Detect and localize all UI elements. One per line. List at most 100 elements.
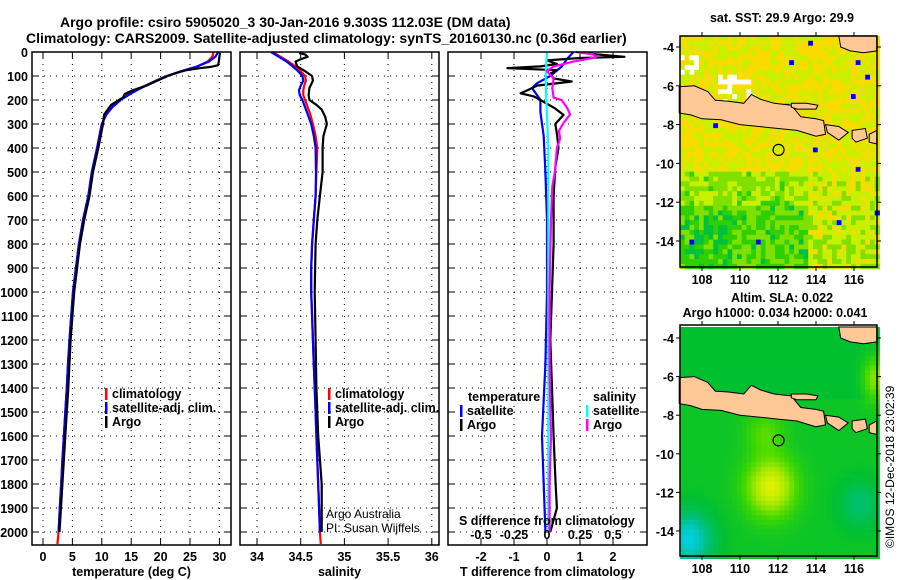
map-cell: [722, 74, 728, 80]
map-cell: [760, 500, 766, 506]
map-cell: [836, 142, 842, 148]
map-cell: [737, 442, 743, 448]
map-cell: [699, 176, 705, 182]
map-cell: [822, 544, 828, 550]
map-cell: [751, 142, 757, 148]
lon-tick-label: 112: [768, 562, 788, 576]
map-cell: [708, 476, 714, 482]
map-cell: [851, 123, 857, 129]
map-cell: [737, 515, 743, 521]
map-cell: [822, 205, 828, 211]
map-cell: [699, 191, 705, 197]
map-cell: [860, 365, 866, 371]
map-cell: [784, 244, 790, 250]
map-cell: [708, 413, 714, 419]
map-cell: [832, 360, 838, 366]
map-cell: [699, 462, 705, 468]
map-cell: [775, 229, 781, 236]
map-cell: [822, 539, 828, 545]
map-cell: [827, 341, 833, 347]
map-cell: [779, 457, 785, 463]
map-cell: [832, 544, 838, 550]
map-cell: [732, 452, 738, 458]
map-cell: [708, 548, 714, 555]
map-cell: [680, 69, 686, 76]
map-cell: [836, 123, 842, 129]
map-cell: [703, 35, 709, 42]
map-cell: [770, 152, 776, 158]
map-cell: [703, 486, 709, 492]
map-cell: [846, 171, 852, 177]
map-cell: [722, 442, 728, 448]
map-cell: [746, 548, 752, 555]
map-cell: [737, 186, 743, 192]
map-cell: [741, 244, 747, 250]
map-cell: [756, 157, 762, 163]
map-cell: [775, 40, 781, 47]
map-cell: [684, 370, 690, 376]
map-cell: [860, 510, 866, 516]
map-cell: [746, 89, 752, 95]
map-cell: [798, 249, 804, 255]
map-cell: [680, 74, 686, 80]
land-polygon: [824, 414, 850, 432]
map-cell: [756, 327, 762, 333]
map-cell: [813, 220, 819, 226]
map-cell: [817, 384, 823, 391]
map-cell: [851, 515, 857, 521]
map-cell: [713, 186, 719, 192]
map-cell: [760, 418, 766, 424]
map-cell: [836, 370, 842, 376]
map-cell: [798, 331, 804, 337]
map-cell: [846, 220, 852, 226]
map-cell: [789, 60, 795, 66]
map-cell: [732, 254, 738, 260]
map-cell: [680, 215, 686, 221]
map-cell: [708, 249, 714, 255]
map-cell: [832, 162, 838, 168]
map-cell: [732, 389, 738, 395]
map-cell: [865, 360, 871, 366]
map-cell: [684, 244, 690, 250]
map-cell: [689, 162, 695, 168]
map-cell: [775, 99, 781, 105]
map-cell: [817, 404, 823, 410]
map-cell: [836, 200, 842, 206]
map-cell: [737, 360, 743, 366]
map-cell: [789, 220, 795, 226]
map-cell: [779, 346, 785, 352]
map-cell: [798, 157, 804, 163]
map-cell: [718, 191, 724, 197]
map-cell: [779, 55, 785, 61]
map-cell: [770, 341, 776, 347]
map-cell: [832, 336, 838, 342]
map-cell: [718, 539, 724, 545]
map-cell: [699, 524, 705, 530]
map-cell: [694, 365, 700, 371]
map-cell: [680, 447, 686, 453]
map-cell: [779, 89, 785, 95]
map-cell: [680, 128, 686, 134]
map-cell: [708, 534, 714, 540]
map-cell: [737, 534, 743, 540]
map-cell: [865, 500, 871, 506]
map-cell: [784, 331, 790, 337]
map-cell: [794, 524, 800, 530]
map-cell: [794, 244, 800, 250]
map-cell: [803, 346, 809, 352]
map-cell: [860, 99, 866, 105]
map-cell: [855, 515, 861, 521]
map-cell: [775, 510, 781, 516]
legend-label: climatology: [335, 387, 405, 401]
map-cell: [737, 65, 743, 71]
map-cell: [813, 548, 819, 555]
map-cell: [827, 384, 833, 391]
map-cell: [751, 196, 757, 202]
map-cell: [827, 360, 833, 366]
map-cell: [699, 239, 705, 245]
map-cell: [760, 491, 766, 497]
map-cell: [751, 481, 757, 487]
map-cell: [737, 452, 743, 458]
x-tick-label: 15: [124, 550, 138, 564]
map-cell: [808, 113, 814, 119]
